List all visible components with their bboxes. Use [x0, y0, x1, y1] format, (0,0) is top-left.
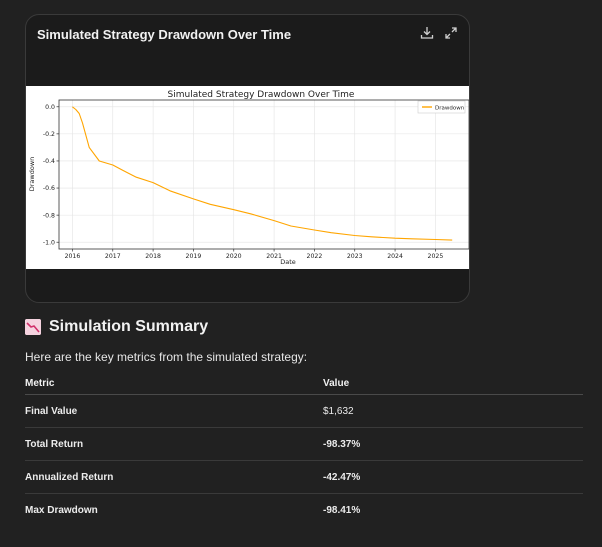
chart-card: Simulated Strategy Drawdown Over Time Si…	[25, 14, 470, 303]
metric-name: Final Value	[25, 394, 323, 428]
x-tick-label: 2024	[387, 253, 403, 260]
drawdown-series-line	[72, 106, 453, 241]
column-header-metric: Metric	[25, 372, 323, 395]
metric-value: -98.41%	[323, 504, 361, 516]
metric-value: -42.47%	[323, 460, 583, 494]
legend-label: Drawdown	[435, 105, 465, 111]
y-tick-label: -0.8	[43, 212, 55, 219]
y-tick-label: -0.6	[43, 185, 55, 192]
column-header-value: Value	[323, 372, 583, 395]
x-tick-label: 2016	[65, 253, 81, 260]
metric-name: Annualized Return	[25, 460, 323, 494]
card-title: Simulated Strategy Drawdown Over Time	[37, 27, 292, 42]
expand-icon[interactable]	[443, 25, 459, 41]
metric-name: Max Drawdown	[25, 504, 98, 516]
x-tick-label: 2018	[145, 253, 161, 260]
table-row: Final Value $1,632	[25, 394, 583, 428]
x-tick-label: 2019	[186, 253, 202, 260]
summary-heading: Simulation Summary	[25, 318, 208, 336]
chart-legend: Drawdown	[417, 100, 466, 114]
metrics-table: Metric Value Final Value $1,632 Total Re…	[25, 372, 583, 526]
x-tick-label: 2021	[266, 253, 282, 260]
x-tick-label: 2020	[226, 253, 242, 260]
plot-frame	[58, 99, 469, 250]
x-tick-label: 2022	[307, 253, 323, 260]
metric-value: -98.37%	[323, 427, 583, 461]
download-icon[interactable]	[419, 25, 435, 41]
drawdown-chart: Simulated Strategy Drawdown Over Time Da…	[28, 90, 469, 266]
x-tick-label: 2025	[428, 253, 444, 260]
y-tick-label: -1.0	[43, 239, 55, 246]
y-tick-label: 0.0	[45, 104, 55, 111]
table-row: Annualized Return -42.47%	[25, 460, 583, 494]
summary-intro: Here are the key metrics from the simula…	[25, 350, 308, 364]
metric-name: Total Return	[25, 427, 323, 461]
table-row: Max Drawdown -98.41%	[25, 494, 583, 527]
chart-image: Simulated Strategy Drawdown Over Time Da…	[26, 86, 469, 269]
x-tick-label: 2023	[347, 253, 363, 260]
chart-decreasing-icon	[25, 319, 41, 335]
card-actions	[419, 25, 459, 41]
y-axis-label: Drawdown	[28, 157, 36, 192]
summary-heading-text: Simulation Summary	[49, 318, 209, 335]
metric-value: $1,632	[323, 394, 583, 428]
y-tick-label: -0.2	[43, 131, 55, 138]
y-tick-label: -0.4	[43, 158, 55, 165]
chart-title: Simulated Strategy Drawdown Over Time	[168, 90, 355, 100]
table-header-row: Metric Value	[25, 372, 583, 395]
x-axis-label: Date	[280, 258, 296, 266]
x-tick-label: 2017	[105, 253, 121, 260]
table-row: Total Return -98.37%	[25, 427, 583, 461]
